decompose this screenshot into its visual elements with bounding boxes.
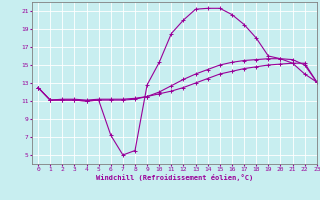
- X-axis label: Windchill (Refroidissement éolien,°C): Windchill (Refroidissement éolien,°C): [96, 174, 253, 181]
